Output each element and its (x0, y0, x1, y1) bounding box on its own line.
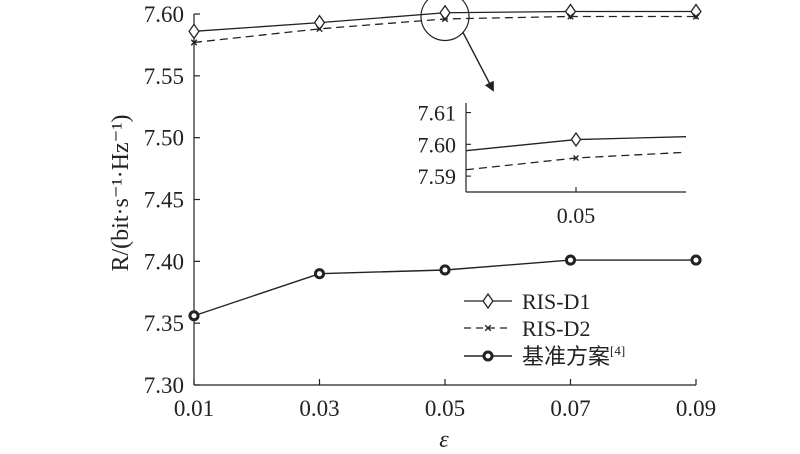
data-point-ris-d1 (690, 3, 702, 20)
inset-y-tick-label: 7.59 (418, 164, 457, 189)
inset-data-point-ris-d2 (573, 155, 579, 161)
zoom-indicator (420, 0, 494, 92)
y-tick-label: 7.40 (144, 249, 184, 274)
data-point-ris-d2 (190, 39, 198, 46)
x-tick-label: 0.07 (550, 396, 590, 421)
data-point-ris-d2 (316, 25, 323, 33)
data-point-ris-d1 (188, 23, 200, 40)
zoom-circle (420, 0, 470, 42)
main-plot: 7.30 7.35 7.40 7.45 7.50 7.55 7.60 0.01 0.03 0.05… (144, 2, 716, 421)
inset-series-line-ris-d2 (465, 151, 687, 171)
x-tick-label: 0.03 (299, 396, 339, 421)
y-tick-label: 7.50 (144, 126, 184, 151)
legend-marker-baseline (482, 350, 494, 362)
data-point-ris-d2 (567, 13, 574, 20)
data-point-baseline (690, 254, 702, 266)
inset-data-point-ris-d1 (570, 131, 582, 148)
legend-label-ris-d2: RIS-D2 (522, 316, 590, 341)
legend-label-ris-d1: RIS-D1 (522, 289, 590, 314)
data-point-ris-d1 (439, 4, 451, 21)
legend-marker-ris-d1 (482, 292, 494, 310)
y-tick-label: 7.45 (144, 188, 184, 213)
y-tick-label: 7.35 (144, 311, 184, 336)
data-point-baseline (439, 264, 451, 276)
x-tick-label: 0.09 (676, 396, 716, 421)
legend-label-baseline: 基准方案[4] (522, 343, 625, 369)
x-tick-label: 0.05 (425, 396, 465, 421)
y-tick-label: 7.60 (144, 2, 184, 27)
x-tick-label: 0.01 (174, 396, 214, 421)
x-axis-label: ε (439, 427, 449, 453)
data-point-ris-d1 (564, 3, 577, 20)
inset-y-tick-label: 7.61 (418, 101, 457, 126)
inset-plot: 7.61 7.60 7.59 0.05 (418, 101, 687, 228)
inset-x-tick-label: 0.05 (557, 203, 596, 228)
zoom-arrow (462, 32, 494, 92)
y-tick-label: 7.30 (144, 373, 184, 398)
data-point-ris-d2 (692, 13, 700, 20)
data-point-baseline (188, 310, 200, 322)
legend-label-superscript: [4] (610, 343, 625, 358)
data-point-baseline (564, 254, 577, 266)
data-point-ris-d1 (313, 14, 326, 31)
inset-y-tick-label: 7.60 (418, 132, 457, 157)
y-tick-label: 7.55 (144, 64, 184, 89)
legend-marker-ris-d2 (484, 324, 492, 332)
data-point-baseline (313, 268, 326, 280)
y-axis-label: R/(bit·s⁻¹·Hz⁻¹) (108, 114, 134, 271)
data-point-ris-d2 (441, 15, 449, 23)
